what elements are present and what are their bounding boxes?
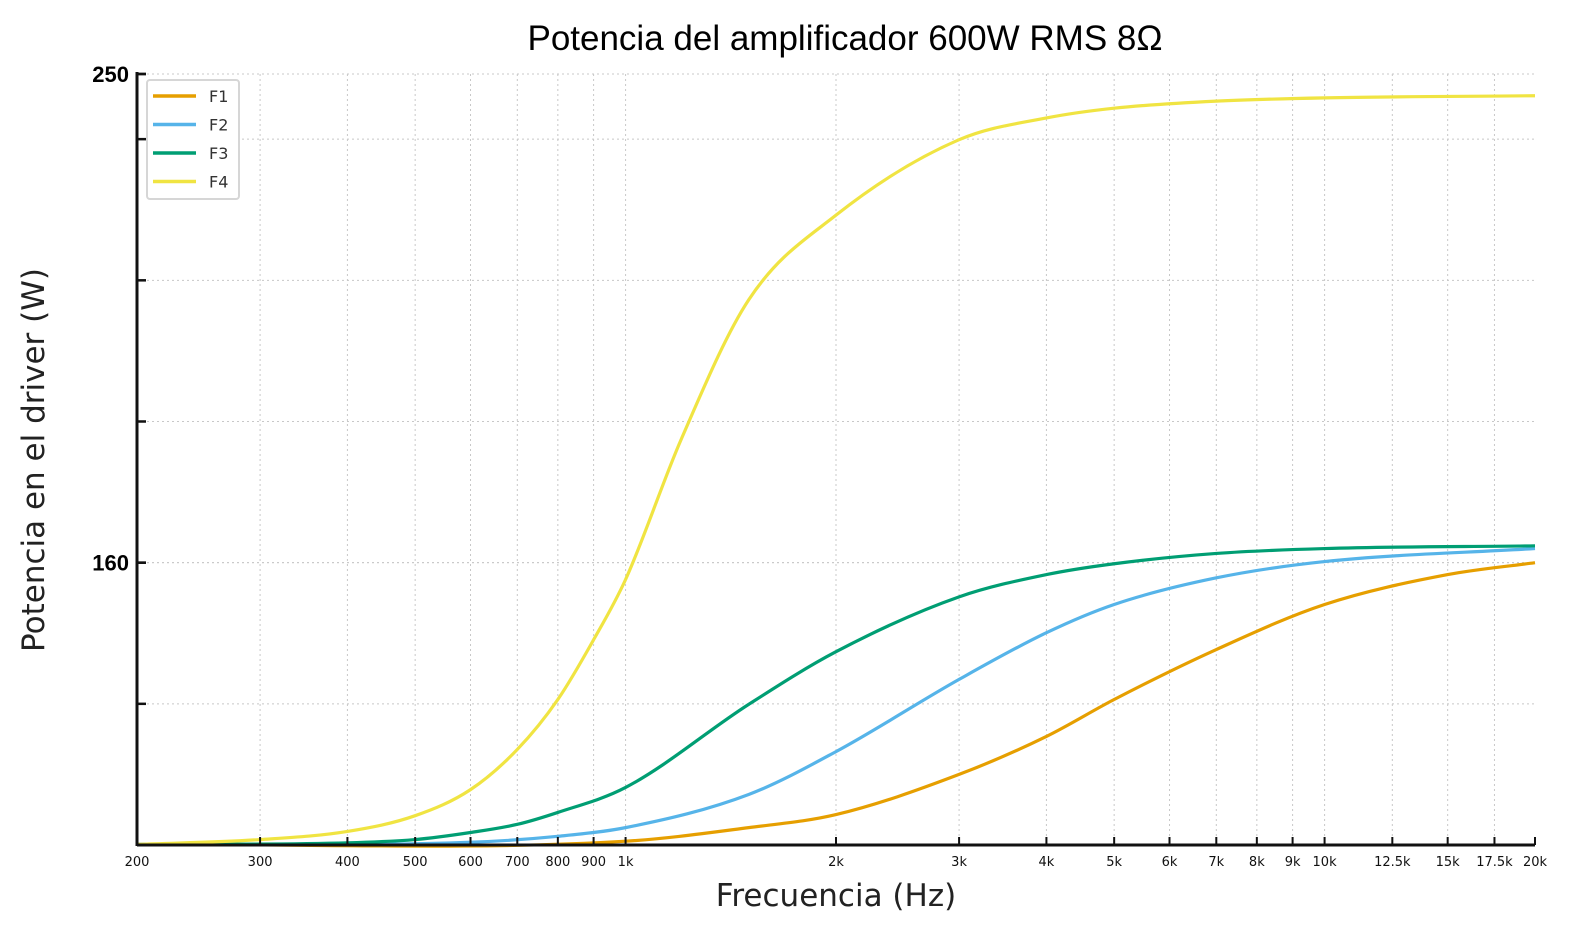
y-axis-label: Potencia en el driver (W)	[16, 268, 52, 652]
x-tick-label: 600	[458, 855, 483, 870]
x-tick-label: 15k	[1436, 855, 1461, 870]
series-line-f4	[136, 94, 1536, 847]
x-tick-label: 7k	[1208, 855, 1224, 870]
x-axis-label: Frecuencia (Hz)	[716, 878, 956, 914]
x-tick-label: 900	[581, 855, 606, 870]
chart-title: Potencia del amplificador 600W RMS 8Ω	[527, 19, 1162, 58]
legend-box	[146, 79, 240, 200]
x-tick-label: 4k	[1039, 855, 1055, 870]
y-tick-label: 250	[92, 62, 129, 87]
series-line-f2	[136, 546, 1536, 847]
x-tick-label: 17.5k	[1476, 855, 1513, 870]
x-tick-label: 2k	[828, 855, 844, 870]
series-line-f3	[136, 544, 1536, 847]
legend-label-f4: F4	[209, 173, 228, 192]
x-tick-label: 200	[125, 855, 150, 870]
x-tick-label: 3k	[951, 855, 967, 870]
x-tick-label: 12.5k	[1374, 855, 1411, 870]
x-tick-label: 6k	[1162, 855, 1178, 870]
x-tick-label: 500	[403, 855, 428, 870]
y-tick-label: 160	[92, 551, 129, 576]
x-tick-label: 9k	[1285, 855, 1301, 870]
x-tick-label: 700	[505, 855, 530, 870]
legend-label-f2: F2	[209, 116, 228, 135]
series-line-f1	[136, 561, 1536, 848]
x-tick-label: 300	[248, 855, 273, 870]
x-tick-label: 5k	[1106, 855, 1122, 870]
series-lines	[136, 94, 1536, 848]
axes: 200 300 400 500 600 700 800 900 1k 2k 3k 4k 5k 6k 7k 8k…	[92, 62, 1547, 870]
legend-label-f1: F1	[209, 87, 228, 106]
x-tick-label: 8k	[1249, 855, 1265, 870]
legend: F1 F2 F3 F4	[146, 79, 240, 200]
x-tick-label: 20k	[1523, 855, 1548, 870]
legend-label-f3: F3	[209, 144, 228, 163]
x-tick-label: 1k	[618, 855, 634, 870]
x-tick-label: 800	[545, 855, 570, 870]
x-tick-label: 10k	[1313, 855, 1338, 870]
x-tick-label: 400	[335, 855, 360, 870]
grid	[137, 73, 1535, 845]
